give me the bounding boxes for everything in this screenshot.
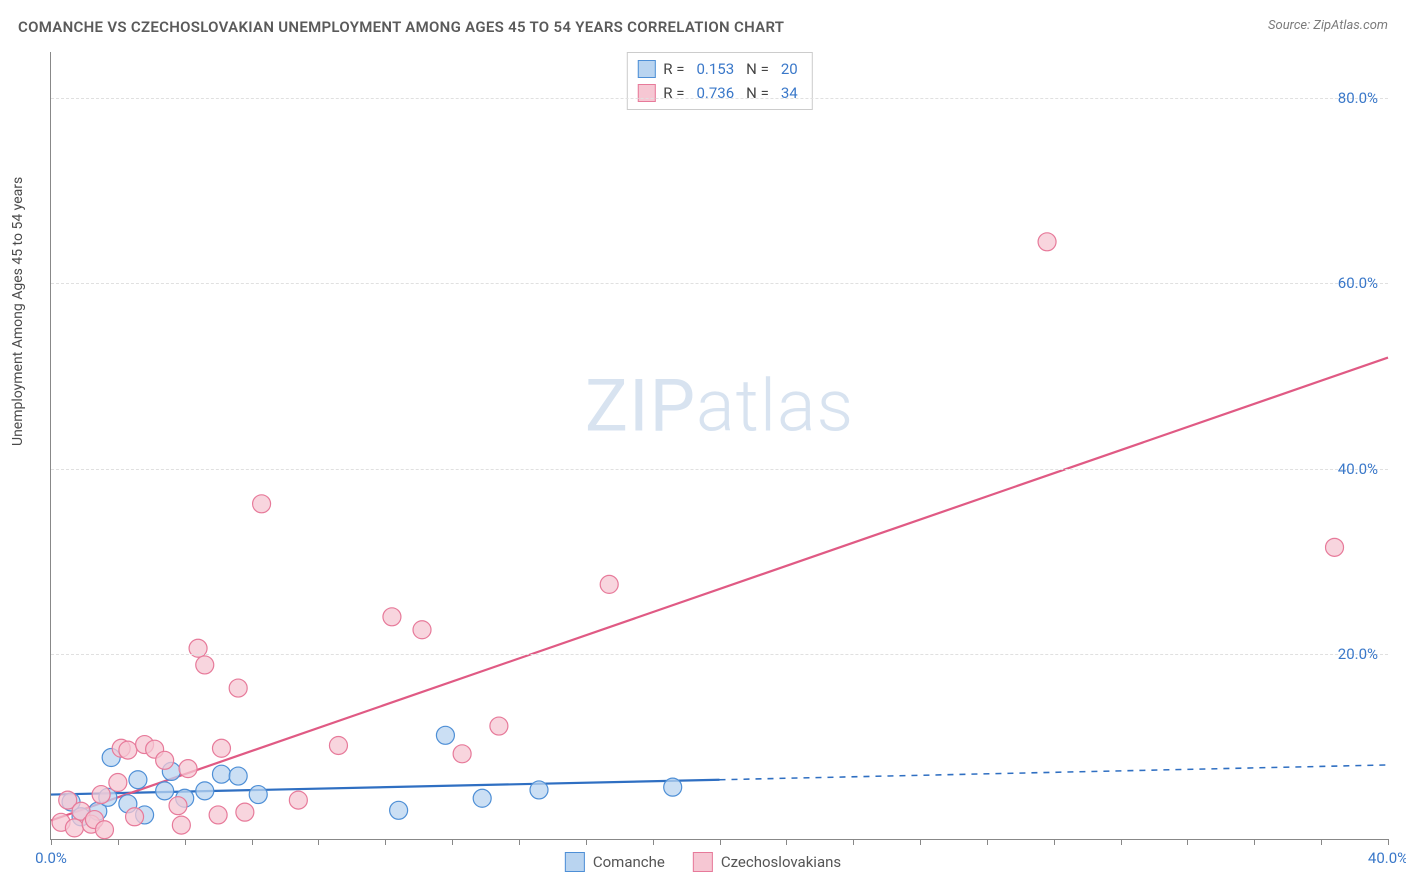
- plot-area: ZIPatlas R = 0.153 N = 20 R = 0.736 N = …: [50, 52, 1388, 840]
- legend-item-czech: Czechoslovakians: [693, 852, 841, 872]
- scatter-point: [436, 726, 454, 744]
- stats-n-value-czech: 34: [781, 81, 798, 105]
- scatter-point: [212, 765, 230, 783]
- chart-title: COMANCHE VS CZECHOSLOVAKIAN UNEMPLOYMENT…: [18, 18, 784, 36]
- gridline: [51, 654, 1388, 655]
- x-tick: [653, 839, 654, 845]
- gridline: [51, 469, 1388, 470]
- scatter-point: [530, 781, 548, 799]
- scatter-point: [92, 786, 110, 804]
- scatter-point: [196, 656, 214, 674]
- scatter-point: [172, 816, 190, 834]
- x-tick: [720, 839, 721, 845]
- x-tick: [987, 839, 988, 845]
- scatter-point: [65, 819, 83, 837]
- y-tick-label: 80.0%: [1338, 89, 1378, 107]
- scatter-point: [129, 771, 147, 789]
- y-axis-label: Unemployment Among Ages 45 to 54 years: [10, 177, 26, 446]
- scatter-point: [212, 739, 230, 757]
- x-tick: [452, 839, 453, 845]
- stats-row-comanche: R = 0.153 N = 20: [637, 57, 801, 81]
- scatter-point: [253, 495, 271, 513]
- scatter-point: [664, 778, 682, 796]
- scatter-point: [169, 797, 187, 815]
- x-tick: [1388, 839, 1389, 845]
- x-tick: [185, 839, 186, 845]
- x-tick: [1121, 839, 1122, 845]
- scatter-point: [126, 808, 144, 826]
- x-tick-label: 0.0%: [35, 849, 67, 867]
- gridline: [51, 98, 1388, 99]
- legend-label-comanche: Comanche: [593, 853, 665, 871]
- x-tick: [1054, 839, 1055, 845]
- scatter-point: [383, 608, 401, 626]
- scatter-point: [600, 575, 618, 593]
- x-tick: [853, 839, 854, 845]
- scatter-point: [236, 803, 254, 821]
- stats-n-value-comanche: 20: [781, 57, 798, 81]
- stats-r-label: R =: [663, 57, 684, 81]
- stats-r-value-czech: 0.736: [696, 81, 734, 105]
- stats-r-value-comanche: 0.153: [696, 57, 734, 81]
- y-tick-label: 60.0%: [1338, 274, 1378, 292]
- legend: Comanche Czechoslovakians: [565, 852, 841, 872]
- scatter-point: [289, 791, 307, 809]
- x-tick: [586, 839, 587, 845]
- scatter-points-layer: [51, 52, 1388, 839]
- scatter-point: [179, 760, 197, 778]
- x-tick: [786, 839, 787, 845]
- stats-box: R = 0.153 N = 20 R = 0.736 N = 34: [626, 52, 812, 110]
- x-tick: [318, 839, 319, 845]
- legend-swatch-comanche: [565, 852, 585, 872]
- x-tick: [1321, 839, 1322, 845]
- x-tick: [519, 839, 520, 845]
- scatter-point: [196, 782, 214, 800]
- scatter-point: [329, 736, 347, 754]
- legend-label-czech: Czechoslovakians: [721, 853, 841, 871]
- scatter-point: [1038, 233, 1056, 251]
- stats-swatch-comanche: [637, 60, 655, 78]
- scatter-point: [156, 782, 174, 800]
- x-tick: [118, 839, 119, 845]
- legend-swatch-czech: [693, 852, 713, 872]
- stats-n-label: N =: [746, 57, 769, 81]
- source-attribution: Source: ZipAtlas.com: [1268, 18, 1388, 33]
- scatter-point: [473, 789, 491, 807]
- scatter-point: [390, 801, 408, 819]
- x-tick: [920, 839, 921, 845]
- scatter-point: [156, 751, 174, 769]
- scatter-point: [95, 821, 113, 839]
- scatter-point: [249, 786, 267, 804]
- x-tick: [385, 839, 386, 845]
- x-tick: [1254, 839, 1255, 845]
- y-tick-label: 40.0%: [1338, 460, 1378, 478]
- y-tick-label: 20.0%: [1338, 645, 1378, 663]
- x-tick-label: 40.0%: [1368, 849, 1406, 867]
- legend-item-comanche: Comanche: [565, 852, 665, 872]
- stats-row-czech: R = 0.736 N = 34: [637, 81, 801, 105]
- scatter-point: [209, 806, 227, 824]
- stats-r-label: R =: [663, 81, 684, 105]
- scatter-point: [109, 774, 127, 792]
- scatter-point: [229, 767, 247, 785]
- scatter-point: [413, 621, 431, 639]
- scatter-point: [119, 741, 137, 759]
- stats-n-label: N =: [746, 81, 769, 105]
- scatter-point: [490, 717, 508, 735]
- scatter-point: [1326, 538, 1344, 556]
- stats-swatch-czech: [637, 84, 655, 102]
- x-tick: [1187, 839, 1188, 845]
- gridline: [51, 283, 1388, 284]
- x-tick: [252, 839, 253, 845]
- scatter-point: [229, 679, 247, 697]
- x-tick: [51, 839, 52, 845]
- scatter-point: [453, 745, 471, 763]
